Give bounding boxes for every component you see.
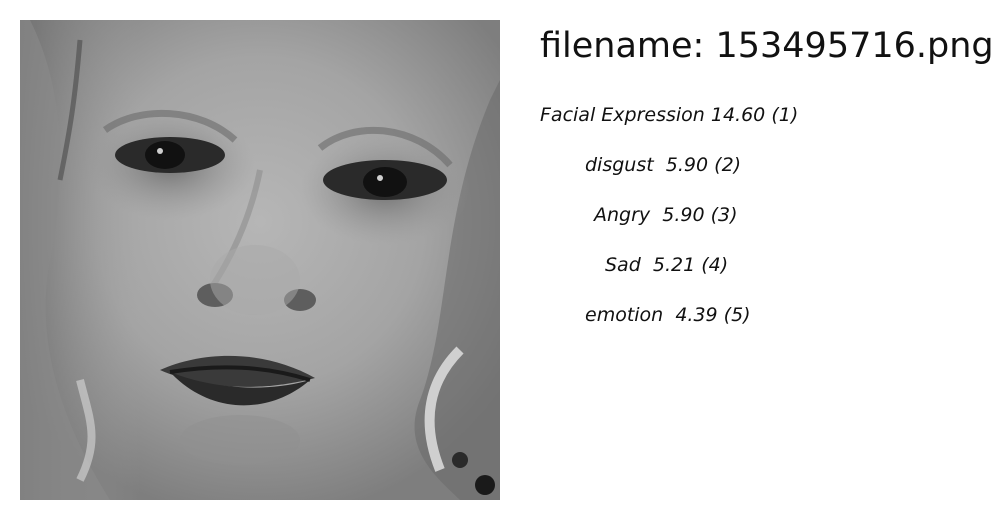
- result-score: 5.21: [652, 254, 696, 276]
- result-row-1: Facial Expression 14.60 (1): [540, 103, 798, 127]
- face-photo: [20, 20, 500, 500]
- result-label: Facial Expression: [540, 104, 705, 126]
- result-score: 5.90: [665, 154, 709, 176]
- filename-title: filename: 153495716.png: [540, 24, 994, 68]
- result-row-5: emotion 4.39 (5): [585, 303, 751, 327]
- result-label: disgust: [585, 154, 654, 176]
- result-label: Sad: [605, 254, 641, 276]
- result-score: 4.39: [675, 304, 718, 326]
- result-row-3: Angry 5.90 (3): [594, 203, 738, 227]
- filename-value: 153495716.png: [715, 26, 994, 66]
- result-rank: (3): [710, 204, 738, 226]
- result-label: Angry: [594, 204, 651, 226]
- result-row-4: Sad 5.21 (4): [605, 253, 728, 277]
- filename-prefix: filename:: [540, 26, 716, 66]
- result-score: 5.90: [662, 204, 705, 226]
- face-illustration: [20, 20, 500, 500]
- result-rank: (1): [771, 104, 799, 126]
- result-score: 14.60: [710, 104, 766, 126]
- result-rank: (2): [714, 154, 742, 176]
- result-label: emotion: [585, 304, 664, 326]
- result-rank: (5): [723, 304, 751, 326]
- result-rank: (4): [701, 254, 729, 276]
- result-row-2: disgust 5.90 (2): [585, 153, 741, 177]
